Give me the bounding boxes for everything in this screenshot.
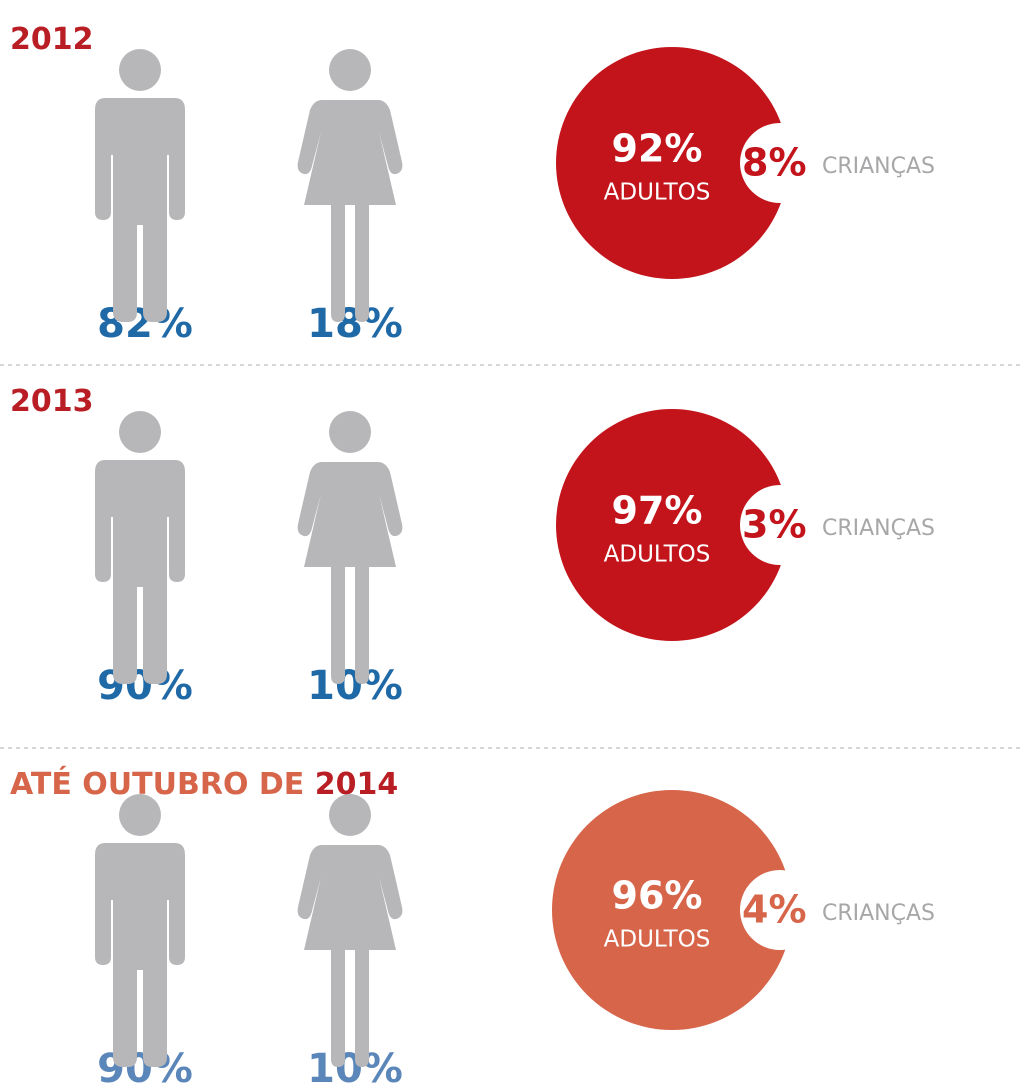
children-label: CRIANÇAS xyxy=(822,516,935,541)
section-title: 2012 xyxy=(10,22,94,57)
woman-head xyxy=(329,794,371,836)
adults-label: ADULTOS xyxy=(604,180,711,206)
woman-head xyxy=(329,49,371,91)
children-bite xyxy=(740,870,820,950)
title-year: 2013 xyxy=(10,384,94,419)
children-pct: 3% xyxy=(742,503,807,547)
section-title: 2013 xyxy=(10,384,94,419)
adults-label: ADULTOS xyxy=(604,542,711,568)
adults-pct: 92% xyxy=(612,127,703,171)
children-bite xyxy=(740,123,820,203)
title-year: 2012 xyxy=(10,22,94,57)
man-head xyxy=(119,411,161,453)
woman-head xyxy=(329,411,371,453)
adults-circle xyxy=(556,409,788,641)
woman-body xyxy=(297,462,403,684)
adults-label: ADULTOS xyxy=(604,927,711,953)
title-prefix: ATÉ OUTUBRO DE xyxy=(10,766,304,802)
man-head xyxy=(119,794,161,836)
children-pct: 4% xyxy=(742,888,807,932)
man-body xyxy=(95,460,185,684)
woman-body xyxy=(297,845,403,1067)
children-label: CRIANÇAS xyxy=(822,154,935,179)
children-pct: 8% xyxy=(742,141,807,185)
children-bite xyxy=(740,485,820,565)
woman-body xyxy=(297,100,403,322)
man-head xyxy=(119,49,161,91)
adults-circle xyxy=(556,47,788,279)
section-title: ATÉ OUTUBRO DE 2014 xyxy=(10,766,398,802)
adults-pct: 96% xyxy=(612,874,703,918)
children-label: CRIANÇAS xyxy=(822,901,935,926)
adults-pct: 97% xyxy=(612,489,703,533)
adults-circle xyxy=(552,790,792,1030)
man-body xyxy=(95,843,185,1067)
man-body xyxy=(95,98,185,322)
